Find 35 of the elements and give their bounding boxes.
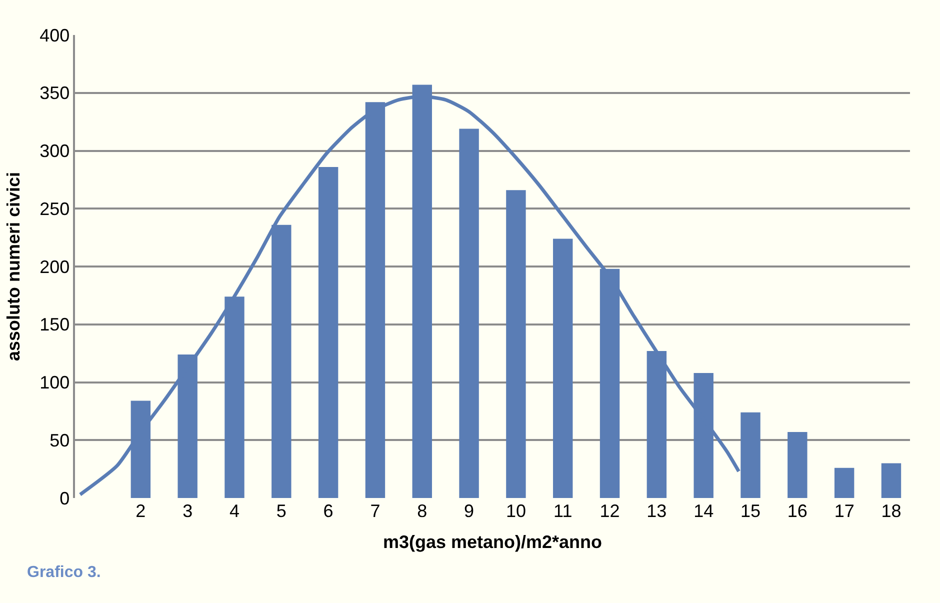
x-tick-label: 8 bbox=[417, 501, 428, 521]
x-tick-label: 13 bbox=[646, 501, 667, 521]
y-tick-label: 0 bbox=[60, 488, 70, 508]
x-tick-label: 2 bbox=[136, 501, 146, 521]
y-tick-label: 200 bbox=[40, 256, 70, 277]
x-tick-label: 12 bbox=[600, 501, 620, 521]
x-tick-label: 17 bbox=[834, 501, 854, 521]
x-tick-label: 9 bbox=[464, 501, 474, 521]
bar bbox=[834, 468, 854, 498]
y-tick-label: 350 bbox=[40, 83, 70, 104]
bar bbox=[553, 238, 573, 498]
x-tick-label: 15 bbox=[740, 501, 761, 521]
y-tick-label: 100 bbox=[40, 372, 70, 393]
x-tick-label: 14 bbox=[694, 501, 714, 521]
x-tick-label: 4 bbox=[229, 501, 240, 521]
y-tick-label: 400 bbox=[40, 25, 70, 46]
x-tick-label: 11 bbox=[554, 501, 572, 521]
bar bbox=[506, 190, 526, 498]
bar bbox=[881, 463, 902, 498]
x-tick-label: 5 bbox=[276, 501, 286, 521]
y-tick-label: 300 bbox=[40, 141, 70, 162]
y-tick-label: 150 bbox=[40, 314, 70, 335]
x-tick-label: 10 bbox=[506, 501, 526, 521]
y-tick-label: 50 bbox=[50, 430, 70, 450]
y-axis-title: assoluto numeri civici bbox=[3, 172, 24, 362]
x-tick-label: 16 bbox=[787, 501, 808, 521]
x-tick-label: 7 bbox=[370, 501, 380, 521]
x-tick-label: 3 bbox=[182, 501, 193, 521]
bar bbox=[788, 432, 808, 498]
x-tick-label: 18 bbox=[881, 501, 902, 521]
x-tick-label: 6 bbox=[323, 501, 334, 521]
bar bbox=[459, 128, 479, 498]
y-tick-label: 250 bbox=[40, 198, 70, 219]
x-axis-title: m3(gas metano)/m2*anno bbox=[382, 532, 602, 552]
text: Grafico 3. bbox=[27, 564, 101, 581]
